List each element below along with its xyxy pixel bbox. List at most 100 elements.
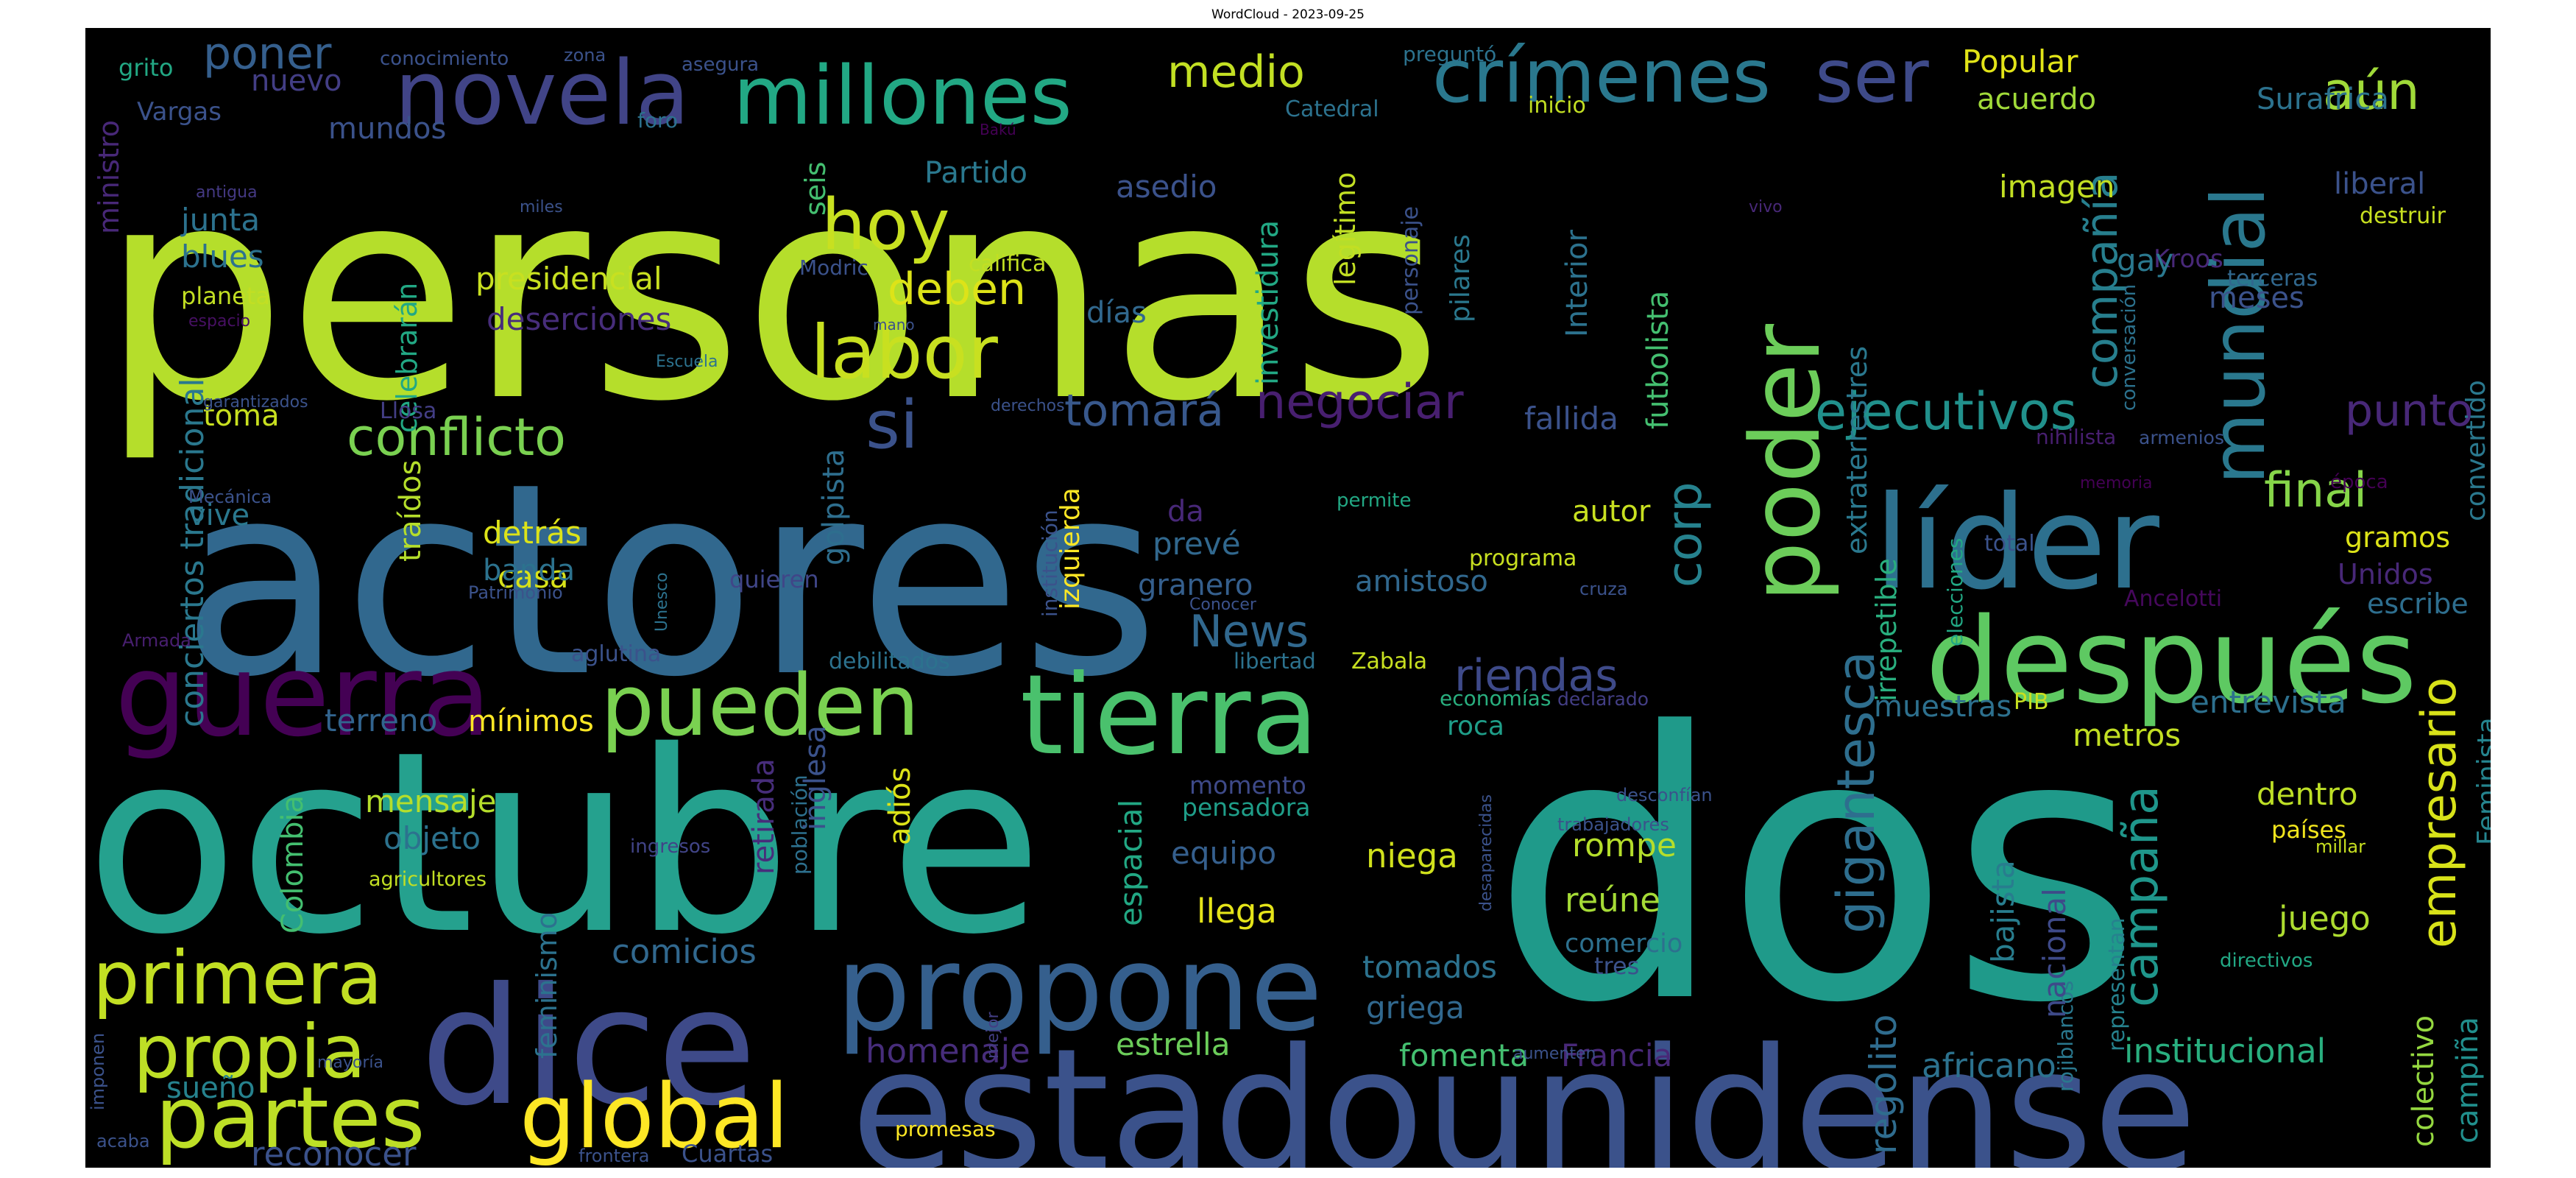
word-rompe: rompe bbox=[1572, 827, 1677, 864]
word-unidos: Unidos bbox=[2338, 558, 2433, 590]
word-conversación: conversación bbox=[2118, 284, 2140, 411]
word-preguntó: preguntó bbox=[1403, 42, 1496, 66]
word-griega: griega bbox=[1366, 990, 1465, 1026]
word-vargas: Vargas bbox=[137, 97, 222, 127]
word-popular: Popular bbox=[1962, 43, 2078, 80]
wordcloud-background bbox=[85, 28, 2491, 1168]
word-espacio: espacio bbox=[188, 312, 250, 331]
word-campaña: campaña bbox=[2114, 786, 2169, 1007]
word-compañía: compañía bbox=[2076, 172, 2128, 389]
word-foro: foro bbox=[637, 108, 678, 133]
word-comicios: comicios bbox=[612, 932, 757, 971]
word-conocer: Conocer bbox=[1189, 596, 1257, 614]
word-representan: representan bbox=[2104, 917, 2130, 1051]
word-directivos: directivos bbox=[2220, 950, 2313, 972]
word-ancelotti: Ancelotti bbox=[2124, 586, 2222, 612]
word-surafrica: Surafrica bbox=[2257, 82, 2389, 116]
word-promesas: promesas bbox=[895, 1117, 996, 1141]
word-empresario: empresario bbox=[2412, 677, 2467, 948]
word-granero: granero bbox=[1138, 568, 1253, 602]
word-asegura: asegura bbox=[682, 54, 759, 76]
word-casa: casa bbox=[498, 559, 568, 595]
word-news: News bbox=[1189, 606, 1309, 657]
word-extraterrestres: extraterrestres bbox=[1841, 346, 1873, 554]
word-acuerdo: acuerdo bbox=[1977, 82, 2096, 116]
word-tierra: tierra bbox=[1020, 652, 1318, 780]
word-líder: líder bbox=[1874, 469, 2159, 618]
word-vivo: vivo bbox=[1749, 198, 1783, 216]
word-estrella: estrella bbox=[1116, 1026, 1230, 1062]
word-planeta: planeta bbox=[181, 282, 270, 310]
word-bakú: Bakú bbox=[980, 121, 1016, 138]
word-después: después bbox=[1925, 592, 2417, 730]
word-celebrarán: celebrarán bbox=[391, 283, 423, 433]
word-conocimiento: conocimiento bbox=[380, 48, 509, 70]
word-roca: roca bbox=[1447, 711, 1504, 741]
word-nacional: nacional bbox=[2037, 888, 2073, 1018]
word-africano: africano bbox=[1922, 1046, 2056, 1085]
word-modric: Modric bbox=[799, 255, 868, 280]
word-antigua: antigua bbox=[196, 183, 258, 202]
word-traídos: traídos bbox=[394, 460, 428, 562]
word-campiña: campiña bbox=[2451, 1017, 2485, 1143]
word-juego: juego bbox=[2278, 899, 2371, 938]
word-pensadora: pensadora bbox=[1182, 793, 1311, 822]
word-institución: institución bbox=[1038, 509, 1062, 617]
word-prevé: prevé bbox=[1153, 526, 1241, 562]
word-espacial: espacial bbox=[1113, 800, 1149, 926]
word-asedio: asedio bbox=[1116, 169, 1217, 205]
word-tomados: tomados bbox=[1362, 949, 1497, 985]
word-meses: meses bbox=[2209, 281, 2304, 315]
word-armada: Armada bbox=[122, 630, 191, 651]
word-punto: punto bbox=[2345, 385, 2473, 437]
word-estadounidense: estadounidense bbox=[851, 1013, 2197, 1168]
word-cruza: cruza bbox=[1579, 579, 1628, 599]
word-personas: personas bbox=[100, 124, 1443, 466]
word-junta: junta bbox=[180, 202, 260, 238]
word-aglutina: aglutina bbox=[571, 641, 661, 667]
word-desconfían: desconfían bbox=[1616, 785, 1713, 805]
word-amistoso: amistoso bbox=[1355, 565, 1488, 599]
word-elecciones: elecciones bbox=[1943, 538, 1967, 647]
word-aún: aún bbox=[2323, 61, 2420, 121]
word-derechos: derechos bbox=[991, 397, 1065, 415]
word-días: días bbox=[1086, 296, 1147, 330]
word-memoria: memoria bbox=[2080, 474, 2153, 493]
word-rojiblancos: rojiblancos bbox=[2053, 981, 2078, 1092]
word-mejor: mejor bbox=[984, 1011, 1002, 1059]
word-terceras: terceras bbox=[2227, 266, 2318, 292]
word-partido: Partido bbox=[924, 156, 1027, 190]
word-trabajadores: trabajadores bbox=[1557, 814, 1669, 835]
word-conciertos-tradicional: conciertos tradicional bbox=[174, 378, 211, 727]
word-mundos: mundos bbox=[328, 112, 446, 146]
word-pib: PIB bbox=[2014, 689, 2049, 715]
word-investidura: investidura bbox=[1251, 220, 1285, 385]
word-autor: autor bbox=[1572, 495, 1651, 529]
word-permite: permite bbox=[1337, 490, 1411, 512]
word-octubre: octubre bbox=[85, 698, 1043, 990]
word-mínimos: mínimos bbox=[468, 705, 594, 738]
word-frontera: frontera bbox=[578, 1146, 649, 1166]
word-ingresos: ingresos bbox=[630, 836, 710, 858]
word-inicio: inicio bbox=[1528, 93, 1586, 119]
word-colectivo: colectivo bbox=[2407, 1015, 2441, 1147]
word-kroos: Kroos bbox=[2154, 244, 2223, 274]
word-escribe: escribe bbox=[2367, 588, 2469, 620]
word-inglesa: inglesa bbox=[799, 725, 832, 830]
word-propia: propia bbox=[133, 1009, 366, 1095]
word-libertad: libertad bbox=[1234, 649, 1316, 674]
word-economías: economías bbox=[1440, 686, 1551, 710]
word-fomenta: fomenta bbox=[1399, 1037, 1529, 1073]
word-niega: niega bbox=[1366, 836, 1458, 875]
word-conflicto: conflicto bbox=[347, 407, 566, 468]
word-imponen: imponen bbox=[88, 1033, 108, 1110]
word-miles: miles bbox=[520, 198, 563, 216]
word-dentro: dentro bbox=[2257, 776, 2358, 812]
word-deserciones: deserciones bbox=[486, 301, 671, 337]
word-tres: tres bbox=[1594, 952, 1639, 980]
word-hoy: hoy bbox=[821, 185, 950, 266]
word-liberal: liberal bbox=[2334, 167, 2425, 201]
word-muestras: muestras bbox=[1874, 690, 2011, 724]
word-ministro: ministro bbox=[93, 120, 125, 234]
